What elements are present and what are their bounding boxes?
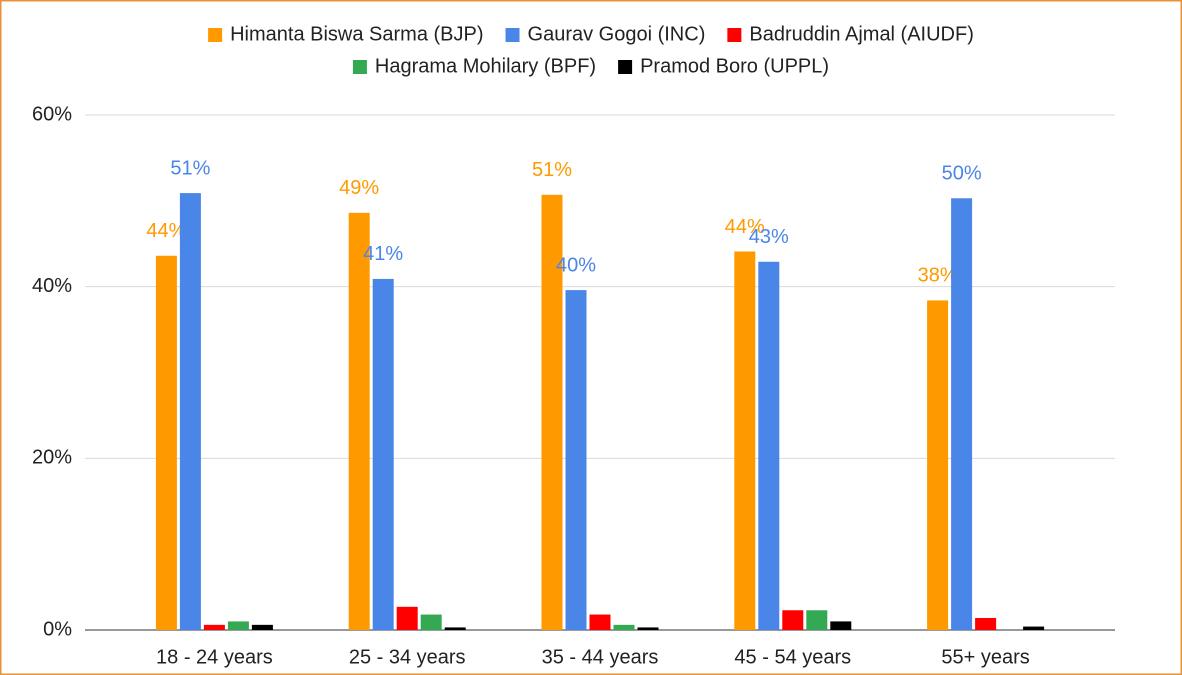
data-label: 38% — [918, 265, 958, 287]
bar — [444, 627, 466, 630]
data-label: 51% — [170, 157, 210, 179]
x-tick-label: 18 - 24 years — [156, 646, 273, 668]
y-tick-label: 40% — [32, 275, 72, 297]
legend-label: Badruddin Ajmal (AIUDF) — [749, 23, 974, 45]
bar — [179, 193, 201, 630]
legend-label: Himanta Biswa Sarma (BJP) — [230, 23, 483, 45]
x-tick-label: 45 - 54 years — [734, 646, 851, 668]
data-label: 40% — [556, 254, 596, 276]
bar — [541, 194, 563, 630]
bar — [806, 610, 828, 630]
data-label: 41% — [363, 243, 403, 265]
bar — [613, 624, 635, 630]
data-label: 44% — [146, 220, 186, 242]
bar — [589, 614, 611, 630]
bar — [251, 624, 273, 630]
legend-swatch — [208, 28, 223, 42]
bar — [372, 278, 394, 630]
x-tick-label: 55+ years — [941, 646, 1029, 668]
bar — [155, 255, 177, 630]
legend-swatch — [727, 28, 742, 42]
bar — [396, 606, 418, 630]
y-tick-label: 20% — [32, 447, 72, 469]
data-label: 50% — [942, 163, 982, 185]
legend-label: Hagrama Mohilary (BPF) — [375, 55, 596, 77]
data-label: 51% — [532, 159, 572, 181]
data-label: 49% — [339, 177, 379, 199]
bar — [830, 621, 852, 630]
bar — [1023, 626, 1045, 630]
legend-swatch — [352, 60, 367, 74]
bar — [637, 627, 659, 630]
bar — [420, 614, 442, 630]
bar — [758, 261, 780, 630]
bar — [565, 290, 587, 630]
bar — [734, 251, 756, 630]
legend-label: Pramod Boro (UPPL) — [640, 55, 829, 77]
bar — [348, 212, 370, 630]
legend-label: Gaurav Gogoi (INC) — [528, 23, 706, 45]
bar — [927, 300, 949, 630]
x-tick-label: 35 - 44 years — [542, 646, 659, 668]
bar — [227, 621, 249, 630]
bar — [782, 610, 804, 630]
bar — [975, 617, 997, 630]
y-tick-label: 0% — [43, 618, 72, 640]
x-tick-label: 25 - 34 years — [349, 646, 466, 668]
data-label: 43% — [749, 226, 789, 248]
legend-swatch — [505, 28, 520, 42]
y-tick-label: 60% — [32, 103, 72, 125]
bar — [951, 198, 973, 630]
data-label: 44% — [725, 216, 765, 238]
bar — [203, 624, 225, 630]
legend-swatch — [618, 60, 633, 74]
